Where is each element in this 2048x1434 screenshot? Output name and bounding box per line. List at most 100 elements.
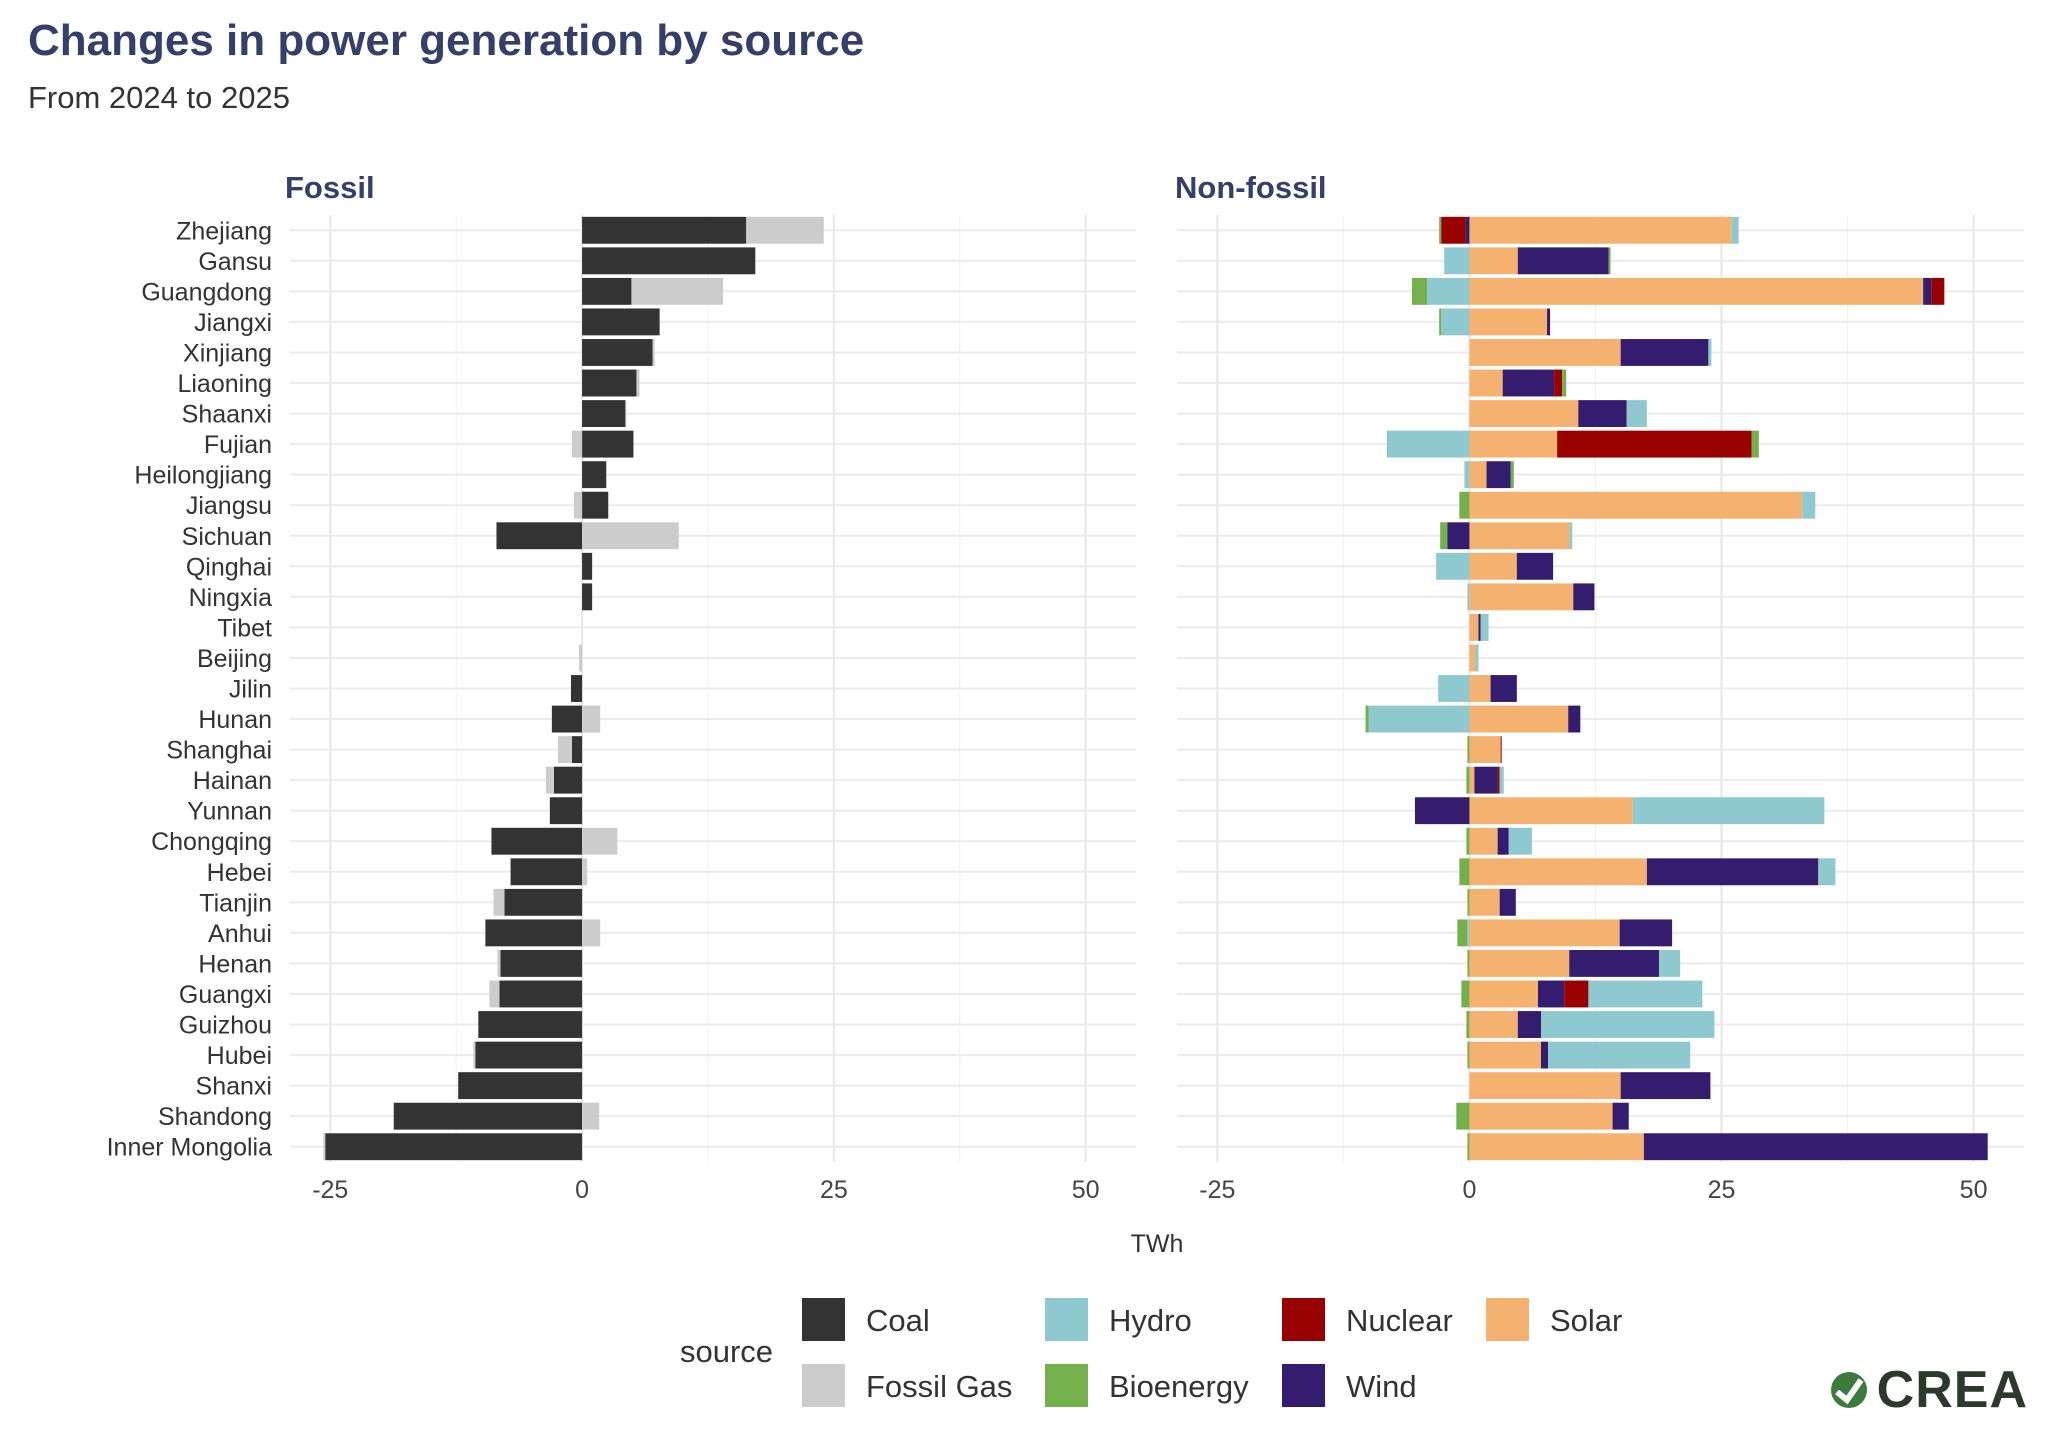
- bar-wind-shaanxi: [1578, 400, 1627, 428]
- bar-coal-qinghai: [582, 552, 593, 580]
- bar-bioenergy-anhui: [1457, 919, 1468, 947]
- bar-coal-hubei: [475, 1041, 583, 1069]
- bar-hydro-shaanxi: [1626, 400, 1647, 428]
- y-tick-label: Gansu: [198, 248, 272, 276]
- y-tick-label: Zhejiang: [176, 217, 272, 245]
- legend-label-wind: Wind: [1346, 1369, 1417, 1404]
- bar-wind-jiangxi: [1547, 308, 1551, 336]
- bar-bioenergy-chongqing: [1466, 827, 1470, 855]
- bar-coal-anhui: [485, 919, 583, 947]
- bar-fossil-gas-shanghai: [557, 736, 572, 764]
- legend-swatch-hydro: [1045, 1298, 1088, 1341]
- bar-coal-xinjiang: [582, 339, 653, 366]
- bar-coal-shanxi: [458, 1072, 583, 1100]
- x-tick-label: -25: [1199, 1176, 1235, 1204]
- bar-wind-qinghai: [1516, 552, 1554, 580]
- bar-fossil-gas-guangdong: [631, 277, 724, 305]
- bar-fossil-gas-fujian: [572, 430, 583, 458]
- bar-wind-zhejiang: [1465, 216, 1470, 244]
- y-tick-label: Henan: [198, 950, 272, 978]
- bar-hydro-yunnan: [1632, 797, 1825, 825]
- legend-label-nuclear: Nuclear: [1346, 1303, 1453, 1338]
- bar-nuclear-fujian: [1557, 430, 1752, 458]
- chart-subtitle: From 2024 to 2025: [28, 80, 290, 115]
- bar-nuclear-liaoning: [1554, 369, 1563, 397]
- bar-fossil-gas-tianjin: [493, 888, 505, 916]
- bar-coal-sichuan: [496, 522, 583, 550]
- bar-hydro-qinghai: [1436, 552, 1470, 580]
- bar-solar-heilongjiang: [1469, 461, 1487, 489]
- legend-label-fossil-gas: Fossil Gas: [866, 1369, 1012, 1404]
- legend-swatch-fossil-gas: [802, 1364, 845, 1407]
- bar-coal-ningxia: [582, 583, 593, 611]
- bar-coal-gansu: [582, 247, 756, 275]
- y-tick-label: Ningxia: [189, 584, 272, 612]
- y-tick-label: Beijing: [197, 645, 272, 673]
- y-tick-label: Xinjiang: [183, 339, 272, 367]
- bar-wind-hubei: [1541, 1041, 1549, 1069]
- bar-wind-guizhou: [1517, 1011, 1542, 1038]
- bar-coal-guizhou: [478, 1011, 583, 1038]
- bar-bioenergy-fujian: [1751, 430, 1759, 458]
- y-tick-label: Jiangsu: [186, 492, 272, 520]
- y-tick-label: Jilin: [229, 676, 272, 704]
- y-tick-label: Liaoning: [177, 370, 272, 398]
- bar-coal-shandong: [393, 1102, 583, 1130]
- bar-hydro-hainan: [1499, 766, 1504, 794]
- bar-solar-ningxia: [1469, 583, 1574, 611]
- bar-hydro-henan: [1658, 949, 1681, 977]
- bar-coal-henan: [500, 949, 583, 977]
- bar-bioenergy-guangxi: [1461, 980, 1470, 1008]
- bar-fossil-gas-hebei: [582, 858, 588, 886]
- crea-leaf-icon: [1830, 1372, 1867, 1408]
- bar-coal-zhejiang: [582, 216, 747, 244]
- x-axis-title: TWh: [1131, 1230, 1184, 1258]
- bar-hydro-zhejiang: [1731, 216, 1739, 244]
- y-tick-label: Shanxi: [196, 1073, 272, 1101]
- bar-wind-ningxia: [1573, 583, 1595, 611]
- bar-wind-shanxi: [1620, 1072, 1711, 1100]
- y-tick-label: Fujian: [204, 431, 272, 459]
- bar-nuclear-hainan: [1497, 766, 1500, 794]
- crea-logo: CREA: [1827, 1360, 2028, 1420]
- bar-bioenergy-henan: [1467, 949, 1470, 977]
- bar-solar-jiangsu: [1469, 491, 1803, 519]
- bar-fossil-gas-shandong: [582, 1102, 600, 1130]
- bar-coal-hebei: [510, 858, 583, 886]
- bar-wind-sichuan: [1447, 522, 1470, 550]
- bar-wind-guangxi: [1537, 980, 1565, 1008]
- y-tick-label: Shaanxi: [182, 401, 272, 429]
- legend-title: source: [680, 1334, 773, 1369]
- bar-hydro-guangxi: [1588, 980, 1703, 1008]
- bar-solar-guangxi: [1469, 980, 1538, 1008]
- legend-label-solar: Solar: [1550, 1303, 1622, 1338]
- bar-hydro-tibet: [1480, 613, 1489, 641]
- bar-hydro-jiangsu: [1802, 491, 1816, 519]
- bar-solar-inner-mongolia: [1469, 1133, 1644, 1161]
- y-tick-label: Inner Mongolia: [107, 1134, 272, 1162]
- bar-coal-yunnan: [549, 797, 583, 825]
- bar-hydro-guizhou: [1541, 1011, 1715, 1038]
- bar-wind-jilin: [1490, 675, 1517, 702]
- bar-wind-hebei: [1646, 858, 1819, 886]
- x-tick-label: 0: [1462, 1176, 1476, 1204]
- y-tick-label: Qinghai: [186, 553, 272, 581]
- y-tick-label: Hubei: [207, 1042, 272, 1070]
- bar-coal-shanghai: [572, 736, 583, 764]
- bar-hydro-hubei: [1548, 1041, 1691, 1069]
- bar-bioenergy-hebei: [1459, 858, 1470, 886]
- y-tick-label: Hainan: [193, 767, 272, 795]
- bar-bioenergy-sichuan: [1440, 522, 1448, 550]
- bar-fossil-gas-shaanxi: [625, 400, 627, 428]
- bar-bioenergy-gansu: [1608, 247, 1611, 275]
- bar-bioenergy-zhejiang: [1439, 216, 1442, 244]
- bar-bioenergy-inner-mongolia: [1467, 1133, 1470, 1161]
- y-tick-label: Tianjin: [199, 889, 272, 917]
- bar-bioenergy-jiangxi: [1439, 308, 1442, 336]
- bar-bioenergy-jiangsu: [1459, 491, 1470, 519]
- y-tick-label: Hunan: [198, 706, 272, 734]
- legend-label-hydro: Hydro: [1109, 1303, 1192, 1338]
- bar-fossil-gas-beijing: [579, 644, 583, 672]
- bar-fossil-gas-hainan: [545, 766, 554, 794]
